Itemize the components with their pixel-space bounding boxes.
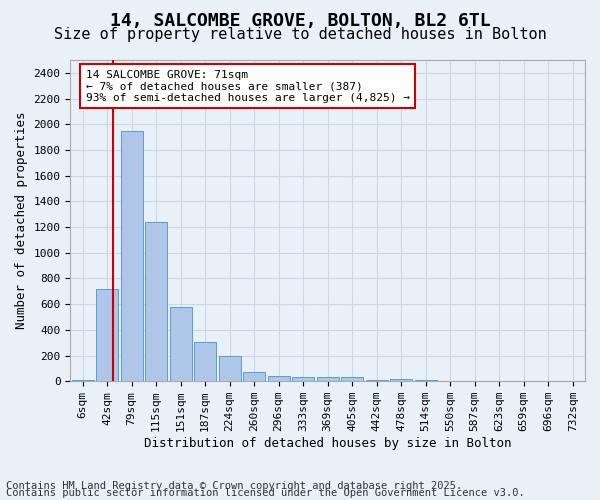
Bar [145, 222, 167, 381]
Bar [292, 376, 314, 381]
Bar [218, 356, 241, 381]
Bar [243, 372, 265, 381]
Bar [170, 306, 191, 381]
Text: Contains HM Land Registry data © Crown copyright and database right 2025.: Contains HM Land Registry data © Crown c… [6, 481, 462, 491]
Bar [121, 130, 143, 381]
Text: Contains public sector information licensed under the Open Government Licence v3: Contains public sector information licen… [6, 488, 525, 498]
Bar [390, 379, 412, 381]
Bar [341, 376, 363, 381]
Bar [415, 380, 437, 381]
Bar [194, 342, 216, 381]
Bar [365, 380, 388, 381]
Y-axis label: Number of detached properties: Number of detached properties [15, 112, 28, 330]
Text: Size of property relative to detached houses in Bolton: Size of property relative to detached ho… [53, 28, 547, 42]
Bar [96, 288, 118, 381]
Text: 14, SALCOMBE GROVE, BOLTON, BL2 6TL: 14, SALCOMBE GROVE, BOLTON, BL2 6TL [110, 12, 490, 30]
Bar [268, 376, 290, 381]
Text: 14 SALCOMBE GROVE: 71sqm
← 7% of detached houses are smaller (387)
93% of semi-d: 14 SALCOMBE GROVE: 71sqm ← 7% of detache… [86, 70, 410, 103]
Bar [71, 380, 94, 381]
Bar [317, 376, 338, 381]
X-axis label: Distribution of detached houses by size in Bolton: Distribution of detached houses by size … [144, 437, 511, 450]
